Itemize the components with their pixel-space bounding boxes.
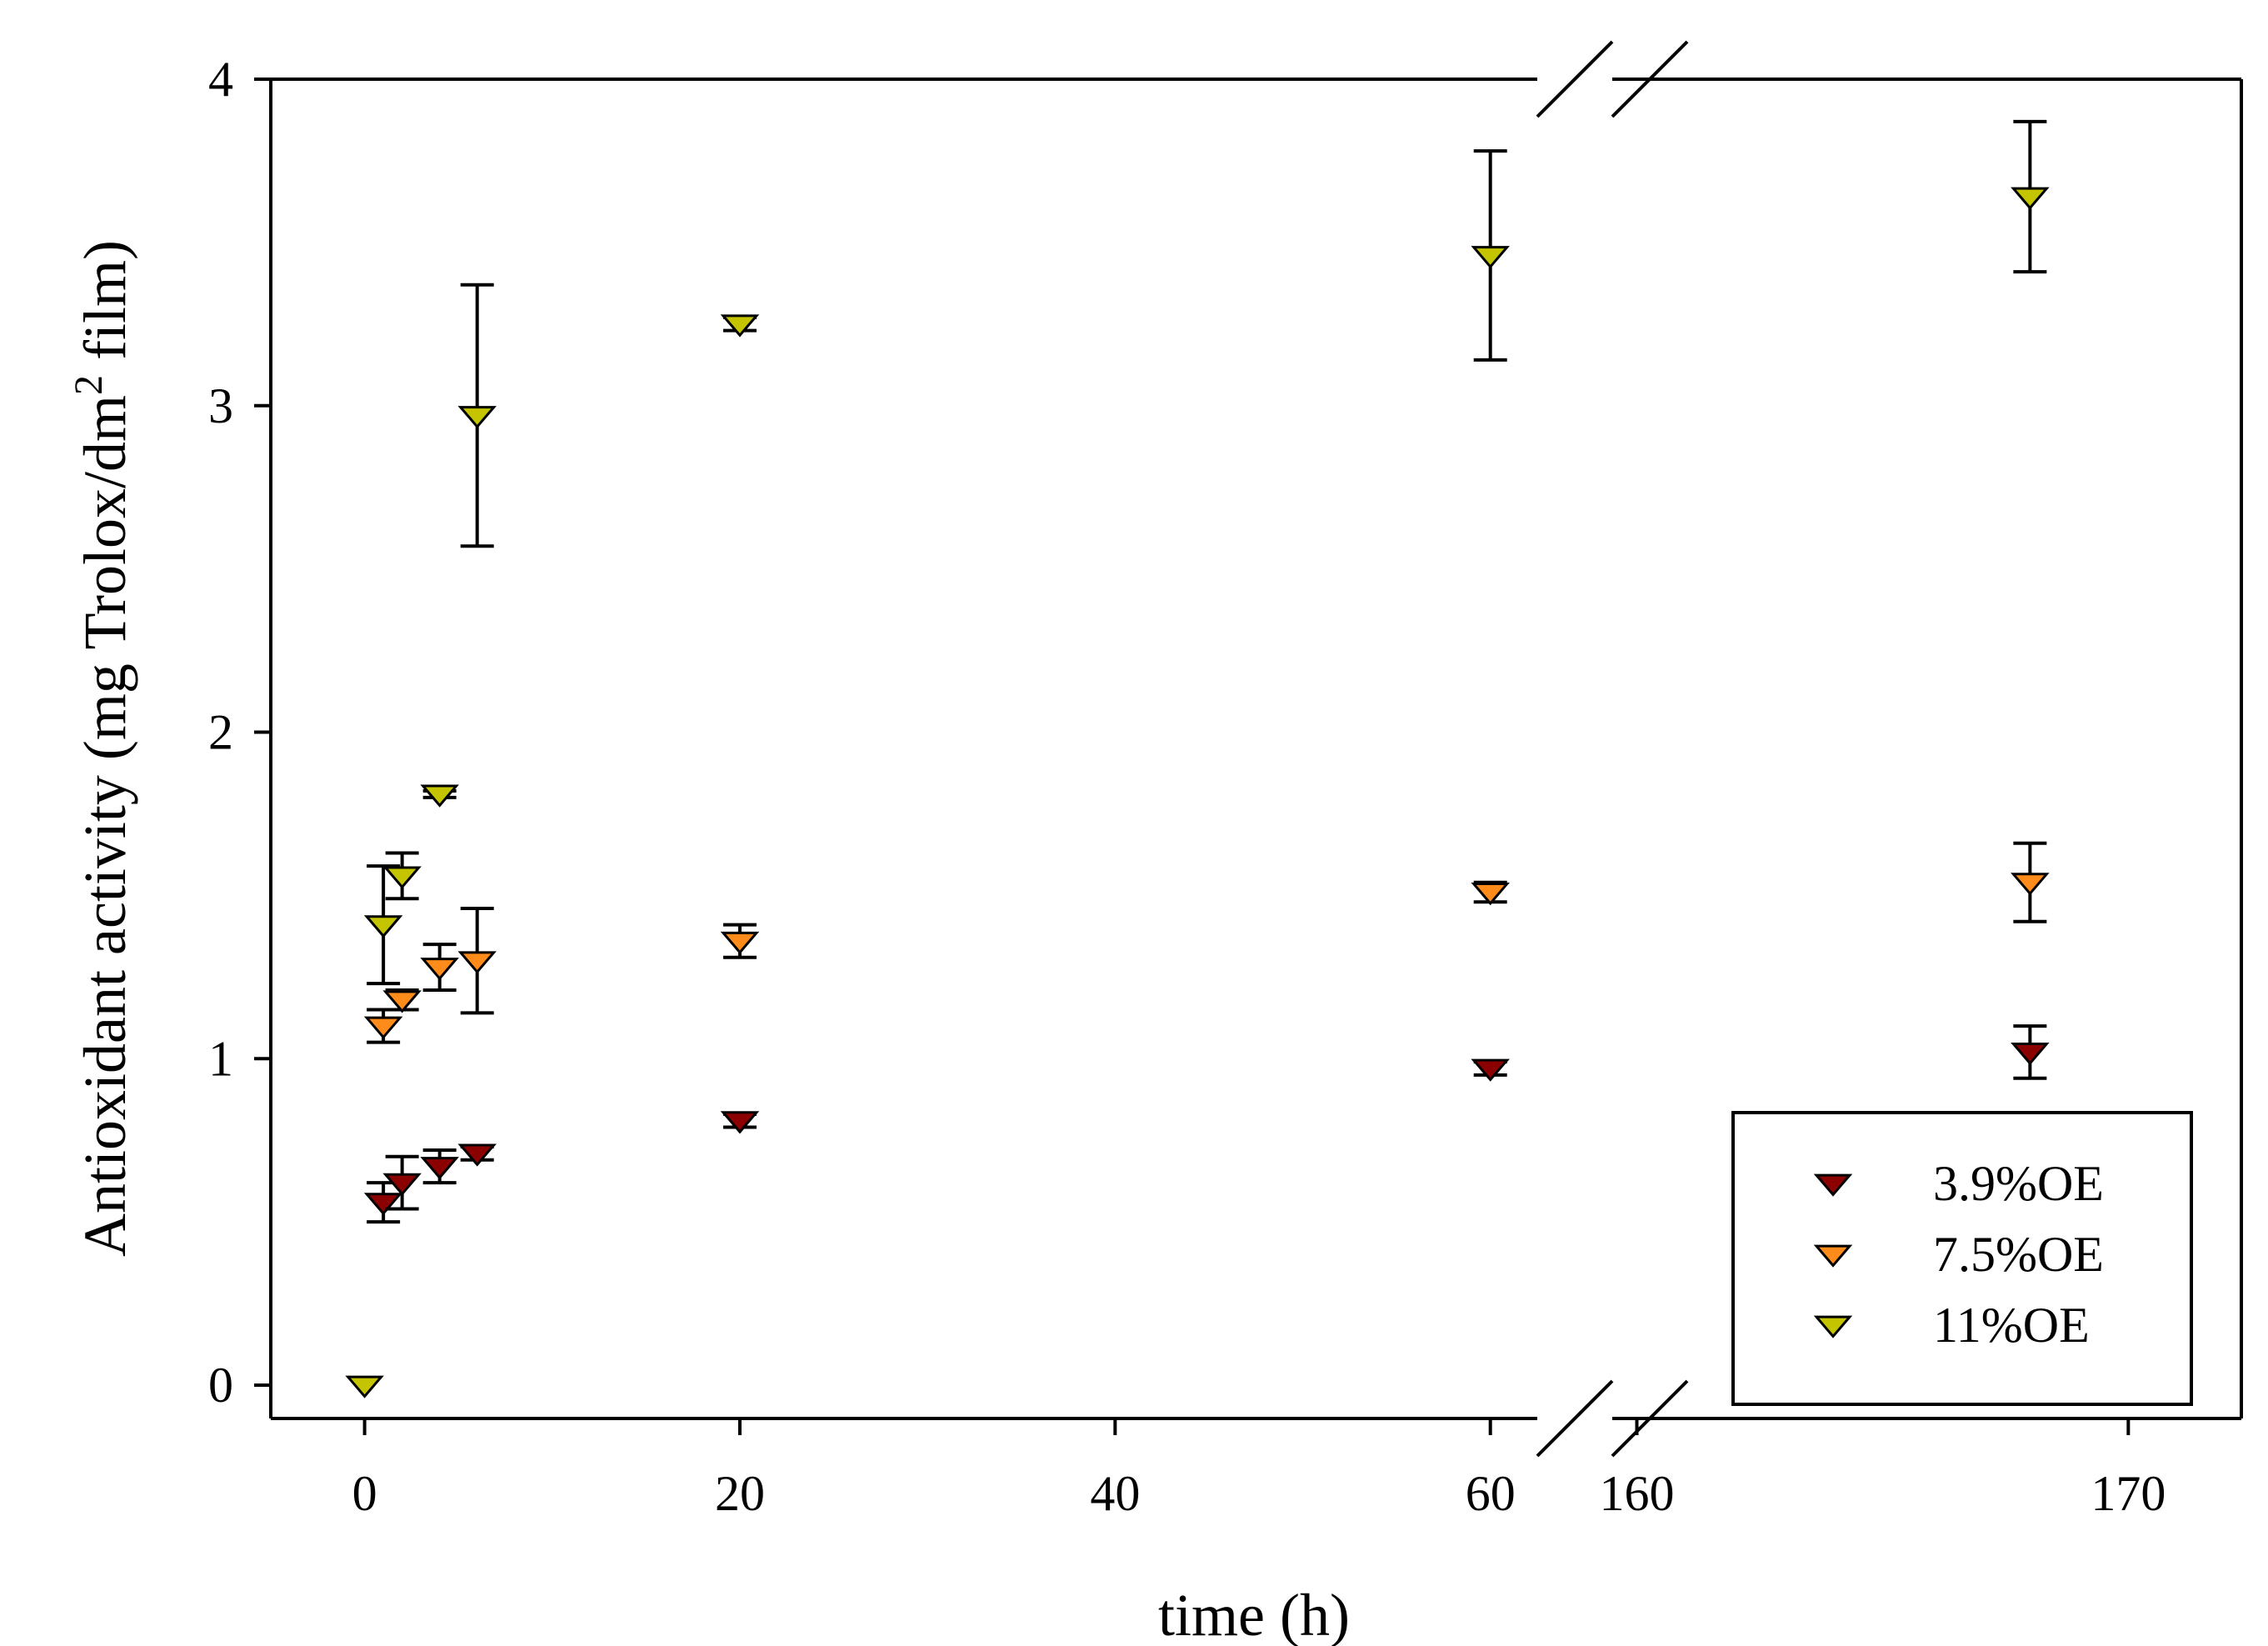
data-point xyxy=(382,1173,422,1196)
x-tick-label: 40 xyxy=(1090,1466,1140,1521)
data-point xyxy=(720,1111,760,1134)
data-point xyxy=(1471,883,1510,906)
x-tick-label: 60 xyxy=(1466,1466,1516,1521)
data-point xyxy=(363,915,403,938)
data-point xyxy=(2011,873,2050,896)
x-tick-label: 0 xyxy=(352,1466,377,1521)
legend-label: 3.9%OE xyxy=(1933,1156,2104,1211)
data-point xyxy=(457,406,497,429)
data-point xyxy=(363,1016,403,1039)
legend-label: 11%OE xyxy=(1933,1298,2090,1353)
data-point xyxy=(720,931,760,955)
data-point xyxy=(457,1143,497,1167)
break-mark-bottom-1 xyxy=(1536,1379,1614,1458)
data-point xyxy=(420,958,459,981)
x-tick-label: 160 xyxy=(1599,1466,1674,1521)
plot-frame xyxy=(269,78,2243,1420)
series-11%OE xyxy=(345,119,2050,1398)
data-point xyxy=(2011,1043,2050,1066)
data-point xyxy=(720,314,760,338)
break-mark-top-2 xyxy=(1611,40,1689,118)
data-point xyxy=(345,1375,384,1398)
data-point xyxy=(1471,1058,1510,1082)
y-axis-title: Antioxidant activity (mg Trolox/dm2 film… xyxy=(67,240,138,1257)
y-axis: 0 1 2 3 4 xyxy=(208,52,271,1413)
legend-marker xyxy=(1813,1315,1853,1338)
legend-box xyxy=(1731,1111,2193,1406)
legend-marker xyxy=(1813,1173,1853,1197)
y-tick-label: 3 xyxy=(208,378,233,433)
break-mark-bottom-2 xyxy=(1611,1379,1689,1458)
x-tick-label: 20 xyxy=(715,1466,765,1521)
x-tick-label: 170 xyxy=(2091,1466,2166,1521)
y-tick-label: 0 xyxy=(208,1358,233,1413)
data-point xyxy=(420,784,459,808)
y-tick-label: 4 xyxy=(208,52,233,107)
legend: 3.9%OE 7.5%OE 11%OE xyxy=(1731,1111,2193,1406)
y-tick-label: 2 xyxy=(208,705,233,760)
data-point xyxy=(382,990,422,1013)
data-point xyxy=(382,866,422,889)
axis-break xyxy=(1536,40,1689,1458)
legend-entries: 3.9%OE 7.5%OE 11%OE xyxy=(1813,1156,2104,1353)
series-layer xyxy=(345,119,2050,1398)
x-axis-title: time (h) xyxy=(1158,1582,1350,1646)
y-tick-label: 1 xyxy=(208,1031,233,1086)
series-7.5%OE xyxy=(363,841,2050,1044)
data-point xyxy=(420,1157,459,1180)
break-mark-top-1 xyxy=(1536,40,1614,118)
legend-label: 7.5%OE xyxy=(1933,1227,2104,1282)
legend-marker xyxy=(1813,1244,1853,1268)
data-point xyxy=(2011,187,2050,210)
series-3.9%OE xyxy=(363,1024,2050,1224)
data-point xyxy=(457,951,497,974)
x-axis: 0 20 40 60 160 170 xyxy=(352,1418,2166,1521)
data-point xyxy=(363,1193,403,1216)
data-point xyxy=(1471,246,1510,269)
